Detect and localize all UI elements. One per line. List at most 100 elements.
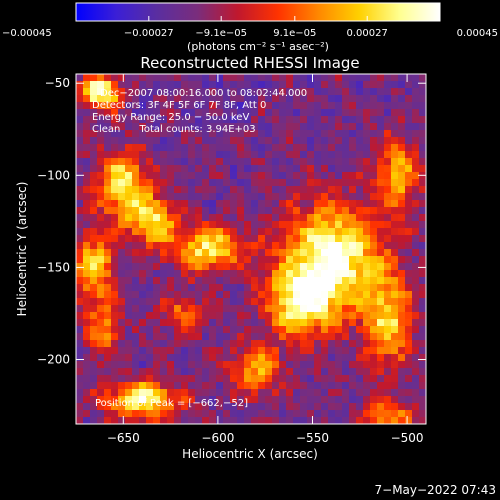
- heatmap-cell: [377, 389, 385, 397]
- heatmap-cell: [321, 193, 329, 201]
- heatmap-cell: [111, 298, 119, 306]
- heatmap-cell: [272, 235, 280, 243]
- heatmap-cell: [111, 396, 119, 404]
- heatmap-cell: [111, 200, 119, 208]
- heatmap-cell: [349, 193, 357, 201]
- heatmap-cell: [258, 81, 266, 89]
- heatmap-cell: [412, 333, 420, 341]
- heatmap-cell: [363, 102, 371, 110]
- heatmap-cell: [405, 158, 413, 166]
- heatmap-cell: [209, 200, 217, 208]
- heatmap-cell: [167, 347, 175, 355]
- heatmap-cell: [237, 340, 245, 348]
- heatmap-cell: [160, 158, 168, 166]
- heatmap-cell: [83, 368, 91, 376]
- heatmap-cell: [258, 319, 266, 327]
- heatmap-cell: [244, 249, 252, 257]
- heatmap-cell: [391, 200, 399, 208]
- heatmap-cell: [76, 340, 84, 348]
- heatmap-cell: [174, 333, 182, 341]
- heatmap-cell: [174, 368, 182, 376]
- heatmap-cell: [377, 333, 385, 341]
- heatmap-cell: [293, 88, 301, 96]
- heatmap-cell: [349, 102, 357, 110]
- heatmap-cell: [363, 326, 371, 334]
- heatmap-cell: [97, 417, 105, 425]
- heatmap-cell: [258, 396, 266, 404]
- heatmap-cell: [384, 326, 392, 334]
- heatmap-cell: [244, 130, 252, 138]
- heatmap-cell: [328, 179, 336, 187]
- heatmap-cell: [363, 298, 371, 306]
- heatmap-cell: [167, 130, 175, 138]
- heatmap-cell: [181, 144, 189, 152]
- heatmap-cell: [321, 389, 329, 397]
- heatmap-cell: [405, 109, 413, 117]
- heatmap-cell: [265, 144, 273, 152]
- heatmap-cell: [188, 207, 196, 215]
- heatmap-cell: [216, 305, 224, 313]
- heatmap-cell: [307, 88, 315, 96]
- heatmap-cell: [132, 172, 140, 180]
- heatmap-cell: [279, 340, 287, 348]
- heatmap-cell: [279, 102, 287, 110]
- heatmap-cell: [153, 88, 161, 96]
- heatmap-cell: [265, 396, 273, 404]
- heatmap-cell: [272, 396, 280, 404]
- heatmap-cell: [286, 193, 294, 201]
- heatmap-cell: [104, 368, 112, 376]
- heatmap-cell: [132, 165, 140, 173]
- heatmap-cell: [146, 102, 154, 110]
- heatmap-cell: [209, 179, 217, 187]
- heatmap-cell: [272, 179, 280, 187]
- heatmap-cell: [363, 368, 371, 376]
- heatmap-cell: [125, 333, 133, 341]
- heatmap-cell: [230, 347, 238, 355]
- heatmap-cell: [104, 228, 112, 236]
- heatmap-cell: [412, 158, 420, 166]
- heatmap-cell: [153, 333, 161, 341]
- heatmap-cell: [202, 95, 210, 103]
- heatmap-cell: [83, 158, 91, 166]
- heatmap-cell: [356, 242, 364, 250]
- heatmap-cell: [223, 221, 231, 229]
- heatmap-cell: [265, 158, 273, 166]
- heatmap-cell: [342, 81, 350, 89]
- heatmap-cell: [349, 277, 357, 285]
- heatmap-cell: [384, 81, 392, 89]
- colorbar-tick-label: −0.00045: [2, 28, 52, 39]
- heatmap-cell: [286, 375, 294, 383]
- heatmap-cell: [384, 340, 392, 348]
- heatmap-cell: [405, 284, 413, 292]
- heatmap-cell: [76, 347, 84, 355]
- heatmap-cell: [391, 116, 399, 124]
- heatmap-cell: [314, 235, 322, 243]
- heatmap-cell: [188, 109, 196, 117]
- heatmap-cell: [139, 354, 147, 362]
- heatmap-cell: [76, 270, 84, 278]
- heatmap-cell: [384, 270, 392, 278]
- heatmap-cell: [349, 130, 357, 138]
- heatmap-cell: [335, 88, 343, 96]
- heatmap-cell: [237, 305, 245, 313]
- heatmap-cell: [286, 361, 294, 369]
- heatmap-cell: [300, 305, 308, 313]
- heatmap-cell: [153, 81, 161, 89]
- heatmap-cell: [307, 347, 315, 355]
- heatmap-cell: [398, 417, 406, 425]
- heatmap-cell: [125, 361, 133, 369]
- heatmap-cell: [342, 214, 350, 222]
- heatmap-cell: [279, 305, 287, 313]
- heatmap-cell: [202, 144, 210, 152]
- heatmap-cell: [104, 403, 112, 411]
- heatmap-cell: [349, 207, 357, 215]
- heatmap-cell: [251, 137, 259, 145]
- heatmap-cell: [139, 165, 147, 173]
- heatmap-cell: [223, 200, 231, 208]
- heatmap-cell: [76, 389, 84, 397]
- heatmap-cell: [244, 347, 252, 355]
- heatmap-cell: [195, 193, 203, 201]
- heatmap-cell: [370, 277, 378, 285]
- heatmap-cell: [111, 242, 119, 250]
- heatmap-cell: [419, 193, 427, 201]
